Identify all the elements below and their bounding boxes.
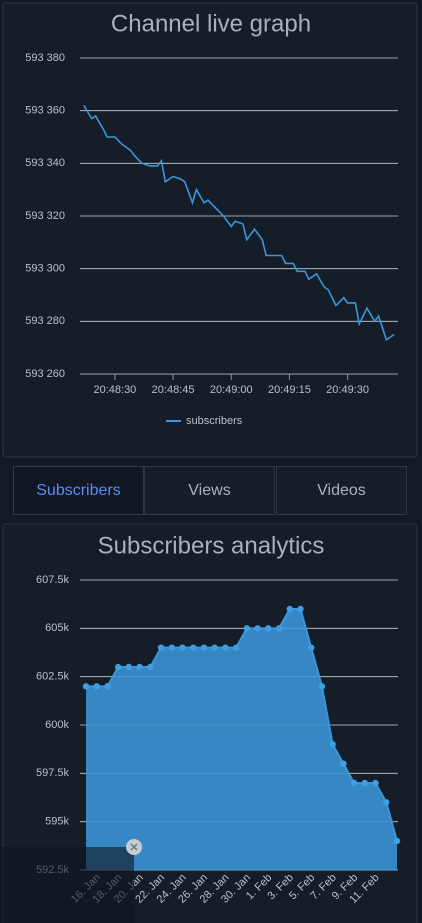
- point: [147, 663, 154, 671]
- y-tick-label: 605k: [45, 622, 69, 634]
- point: [179, 644, 186, 651]
- area-fill: [86, 609, 397, 870]
- chart-title: Channel live graph: [111, 10, 311, 37]
- y-tick-label: 593 380: [25, 52, 65, 64]
- tab[interactable]: Subscribers: [13, 466, 144, 515]
- point: [318, 683, 326, 690]
- y-tick-label: 600k: [45, 719, 69, 731]
- x-tick-label: 20:49:00: [210, 384, 253, 396]
- y-tick-label: 593 300: [25, 263, 65, 275]
- close-icon: [130, 843, 138, 851]
- point: [340, 760, 347, 767]
- point: [200, 644, 208, 651]
- x-tick-label: 20:49:30: [326, 384, 369, 396]
- point: [125, 663, 133, 671]
- legend-label: subscribers: [186, 415, 243, 427]
- y-tick-label: 607.5k: [36, 574, 70, 586]
- point: [243, 625, 251, 632]
- y-tick-label: 593 260: [25, 368, 65, 380]
- point: [114, 663, 122, 671]
- x-tick-label: 20:48:45: [152, 384, 195, 396]
- point: [93, 683, 100, 690]
- chart-title: Subscribers analytics: [98, 532, 325, 559]
- point: [275, 625, 283, 632]
- point: [222, 644, 229, 651]
- tab[interactable]: Videos: [276, 466, 407, 515]
- point: [361, 779, 369, 787]
- point: [372, 779, 379, 787]
- point: [82, 683, 90, 690]
- point: [350, 779, 358, 787]
- point: [232, 644, 240, 651]
- point: [104, 683, 111, 690]
- y-tick-label: 602.5k: [36, 671, 70, 683]
- point: [308, 644, 315, 651]
- point: [383, 799, 390, 806]
- x-tick-label: 20:49:15: [268, 384, 311, 396]
- x-tick-label: 20:48:30: [93, 384, 136, 396]
- tab[interactable]: Views: [144, 466, 275, 515]
- y-tick-label: 593 360: [25, 105, 65, 117]
- point: [168, 644, 175, 651]
- navigator-overlay: [0, 847, 134, 923]
- y-tick-label: 595k: [45, 816, 69, 828]
- point: [136, 663, 143, 671]
- point: [211, 644, 218, 651]
- point: [190, 644, 197, 651]
- y-tick-label: 593 320: [25, 210, 65, 222]
- point: [297, 605, 304, 613]
- point: [393, 837, 401, 845]
- point: [157, 644, 165, 651]
- y-tick-label: 593 280: [25, 315, 65, 327]
- live-panel: [2, 2, 418, 458]
- line-series: [83, 104, 395, 342]
- y-tick-label: 593 340: [25, 157, 65, 169]
- point: [254, 625, 261, 632]
- point: [329, 741, 336, 748]
- point: [265, 625, 272, 632]
- y-tick-label: 597.5k: [36, 767, 70, 779]
- point: [286, 605, 293, 613]
